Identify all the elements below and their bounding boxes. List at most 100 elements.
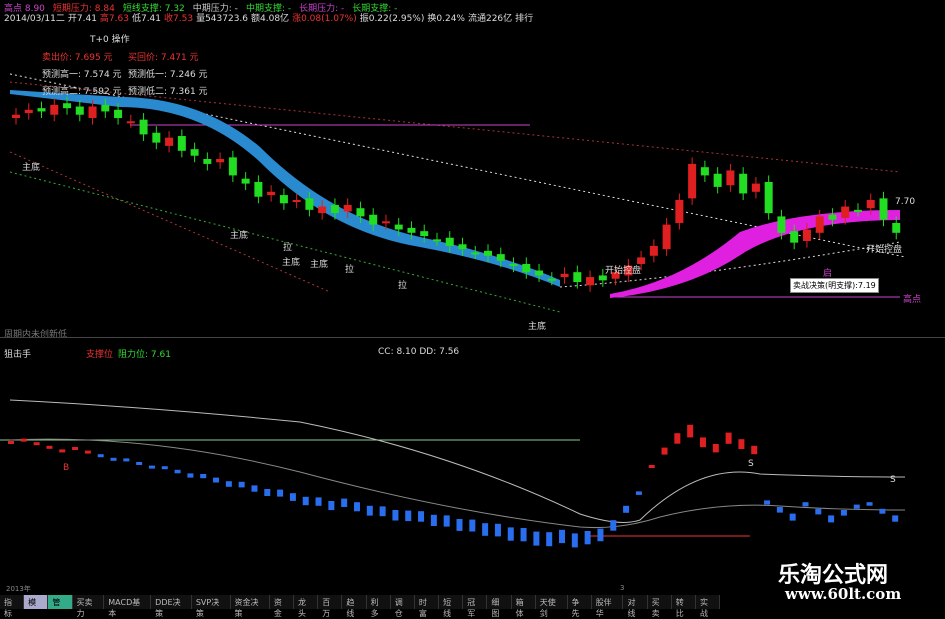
candle[interactable]: [394, 224, 403, 230]
candle[interactable]: [598, 275, 607, 281]
candle[interactable]: [432, 239, 441, 242]
candle[interactable]: [547, 278, 556, 281]
tab-14[interactable]: 时富: [415, 595, 440, 618]
candle[interactable]: [484, 250, 493, 256]
candle[interactable]: [509, 263, 518, 266]
candle[interactable]: [751, 183, 760, 192]
candle[interactable]: [815, 216, 824, 233]
candle[interactable]: [126, 121, 135, 124]
candle[interactable]: [254, 181, 263, 197]
tab-10[interactable]: 百万: [318, 595, 343, 618]
candle[interactable]: [879, 198, 888, 220]
tab-25[interactable]: 实战: [696, 595, 721, 618]
candle[interactable]: [369, 214, 378, 225]
candle[interactable]: [139, 119, 148, 135]
candle[interactable]: [892, 222, 901, 233]
tab-21[interactable]: 股伴华: [592, 595, 624, 618]
candle[interactable]: [12, 114, 20, 118]
candle[interactable]: [190, 149, 199, 156]
quote-field: 额4.08亿: [251, 14, 290, 24]
tab-3[interactable]: 买卖力: [73, 595, 105, 618]
candle[interactable]: [152, 132, 161, 143]
candle[interactable]: [203, 159, 212, 164]
candle[interactable]: [216, 159, 225, 163]
tab-23[interactable]: 买卖: [648, 595, 672, 618]
candle[interactable]: [471, 252, 480, 255]
candle[interactable]: [101, 104, 110, 112]
candle[interactable]: [458, 244, 467, 250]
tab-17[interactable]: 细图: [487, 595, 512, 618]
tab-7[interactable]: 资金决策: [231, 595, 270, 618]
tab-13[interactable]: 调仓: [391, 595, 415, 618]
candle[interactable]: [177, 136, 186, 151]
candle[interactable]: [713, 173, 722, 187]
candle[interactable]: [24, 109, 33, 114]
candle[interactable]: [700, 167, 709, 176]
candle[interactable]: [802, 229, 811, 241]
tab-0[interactable]: 指标: [0, 595, 25, 618]
candle[interactable]: [675, 200, 684, 223]
candle[interactable]: [318, 206, 327, 214]
candle[interactable]: [279, 195, 288, 204]
tab-11[interactable]: 趋线: [342, 595, 367, 618]
candle[interactable]: [573, 272, 582, 282]
candle[interactable]: [381, 221, 390, 224]
tab-6[interactable]: SVP决策: [192, 595, 231, 618]
candle[interactable]: [777, 216, 786, 233]
candle[interactable]: [611, 272, 620, 279]
candle[interactable]: [637, 257, 646, 264]
header-item: 长期压力: -: [299, 4, 345, 14]
tab-22[interactable]: 对线: [623, 595, 648, 618]
candle[interactable]: [560, 273, 569, 278]
candle[interactable]: [228, 157, 237, 176]
candle[interactable]: [828, 214, 837, 220]
tab-19[interactable]: 天使剑: [536, 595, 568, 618]
tab-8[interactable]: 资金: [270, 595, 295, 618]
candle[interactable]: [586, 277, 595, 286]
candle[interactable]: [305, 198, 314, 210]
candle[interactable]: [37, 108, 46, 112]
candle[interactable]: [739, 173, 748, 194]
tab-15[interactable]: 短线: [439, 595, 464, 618]
candle[interactable]: [267, 191, 276, 196]
candle[interactable]: [343, 204, 352, 212]
candle[interactable]: [535, 270, 544, 276]
candle[interactable]: [88, 106, 97, 118]
candle[interactable]: [522, 263, 531, 273]
candle[interactable]: [420, 231, 429, 237]
candle[interactable]: [496, 254, 505, 261]
candle[interactable]: [330, 204, 339, 214]
candle[interactable]: [866, 200, 875, 209]
candle[interactable]: [764, 181, 773, 214]
candle[interactable]: [853, 209, 862, 212]
candle[interactable]: [165, 137, 174, 146]
tab-12[interactable]: 利多: [367, 595, 391, 618]
candle[interactable]: [790, 231, 799, 243]
tab-24[interactable]: 转比: [672, 595, 696, 618]
panel-divider[interactable]: [0, 337, 945, 338]
tab-4[interactable]: MACD基本: [104, 595, 152, 618]
tab-18[interactable]: 箱体: [512, 595, 536, 618]
candle[interactable]: [407, 227, 416, 233]
tab-20[interactable]: 争先: [568, 595, 592, 618]
candle[interactable]: [356, 208, 365, 217]
tab-1[interactable]: 模板: [24, 595, 49, 618]
candle[interactable]: [63, 103, 72, 109]
tab-9[interactable]: 龙头: [294, 595, 319, 618]
candle[interactable]: [649, 245, 658, 256]
tab-2[interactable]: 管理: [48, 595, 73, 618]
candle[interactable]: [624, 265, 633, 276]
candle[interactable]: [114, 109, 123, 118]
candle[interactable]: [662, 224, 671, 250]
tab-16[interactable]: 冠军: [463, 595, 488, 618]
candle[interactable]: [445, 237, 454, 246]
tab-5[interactable]: DDE决策: [151, 595, 192, 618]
candle[interactable]: [241, 178, 250, 184]
candle[interactable]: [75, 106, 84, 115]
candle[interactable]: [726, 170, 735, 186]
chart-area[interactable]: [0, 22, 945, 595]
candle[interactable]: [50, 104, 59, 115]
candle[interactable]: [292, 200, 301, 202]
candle[interactable]: [688, 163, 697, 199]
candle[interactable]: [841, 206, 850, 219]
